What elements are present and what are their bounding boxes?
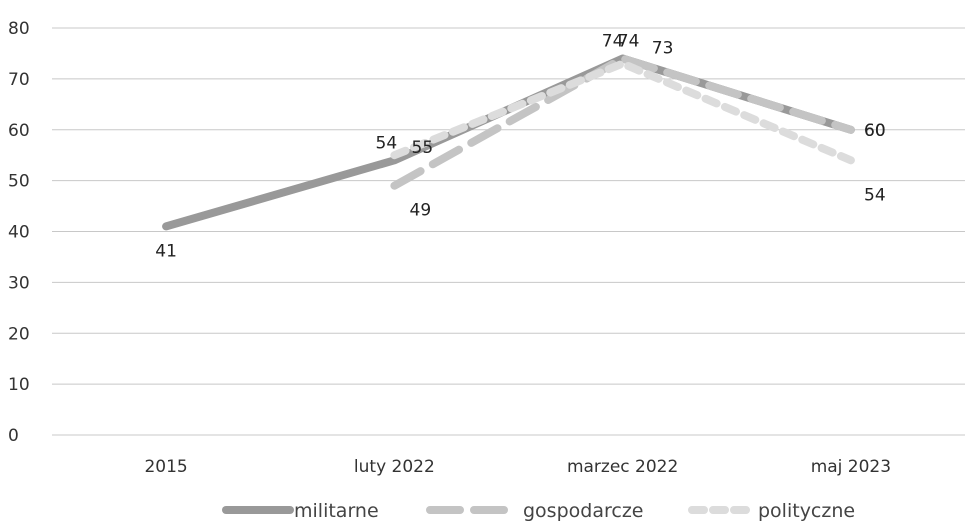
data-label-gospodarcze: 74 xyxy=(618,32,640,52)
data-label-polityczne: 55 xyxy=(412,138,434,158)
x-tick-label: luty 2022 xyxy=(354,457,435,477)
y-tick-label: 50 xyxy=(8,172,30,192)
gridlines xyxy=(52,27,965,436)
x-axis: 2015 luty 2022 marzec 2022 maj 2023 xyxy=(144,457,891,477)
y-tick-label: 80 xyxy=(8,19,30,39)
x-tick-label: maj 2023 xyxy=(811,457,891,477)
y-axis: 0 10 20 30 40 50 60 70 80 xyxy=(8,19,30,446)
y-tick-label: 10 xyxy=(8,375,30,395)
data-label-militarne: 60 xyxy=(864,121,886,141)
y-tick-label: 20 xyxy=(8,324,30,344)
series-lines xyxy=(162,54,855,231)
series-line-polityczne xyxy=(390,59,855,165)
x-tick-label: 2015 xyxy=(144,457,187,477)
data-label-militarne: 54 xyxy=(376,133,398,153)
y-tick-label: 60 xyxy=(8,121,30,141)
data-label-militarne: 74 xyxy=(602,32,624,52)
y-tick-label: 40 xyxy=(8,223,30,243)
legend: militarne gospodarcze polityczne xyxy=(222,500,855,522)
data-label-militarne: 41 xyxy=(155,241,177,261)
legend-label-polityczne: polityczne xyxy=(758,500,855,522)
data-label-gospodarcze: 60 xyxy=(864,121,886,141)
y-tick-label: 70 xyxy=(8,70,30,90)
legend-label-militarne: militarne xyxy=(294,500,379,522)
y-tick-label: 30 xyxy=(8,273,30,293)
series-line-militarne xyxy=(162,54,855,231)
data-label-polityczne: 73 xyxy=(652,39,674,59)
x-tick-label: marzec 2022 xyxy=(567,457,678,477)
y-tick-label: 0 xyxy=(8,426,19,446)
legend-label-gospodarcze: gospodarcze xyxy=(523,500,643,522)
series-line-gospodarcze xyxy=(390,54,855,190)
data-label-polityczne: 54 xyxy=(864,185,886,205)
data-label-gospodarcze: 49 xyxy=(410,201,432,221)
